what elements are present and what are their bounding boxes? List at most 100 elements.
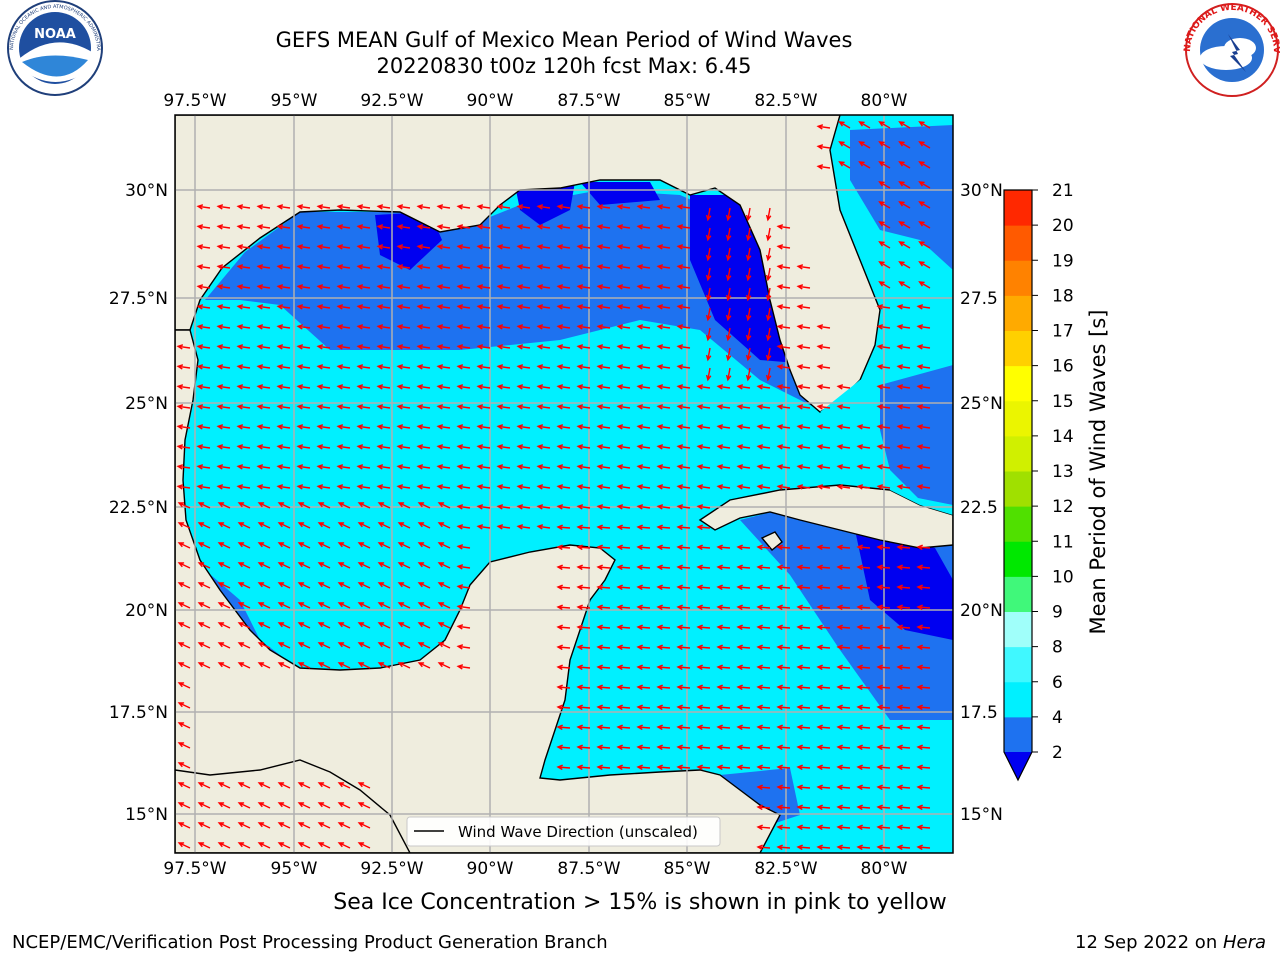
wave-direction-arrow [456, 524, 471, 530]
wave-direction-arrow [616, 344, 631, 350]
wave-direction-arrow [416, 464, 431, 470]
wave-direction-arrow [856, 784, 871, 791]
wave-direction-arrow [396, 284, 411, 290]
wave-direction-arrow [736, 684, 751, 691]
wave-direction-arrow [476, 284, 491, 290]
wave-direction-arrow [456, 364, 471, 370]
wave-direction-arrow [336, 284, 351, 290]
wave-direction-arrow [217, 662, 231, 669]
wave-direction-arrow [765, 247, 772, 262]
wave-direction-arrow [776, 804, 791, 811]
wave-direction-arrow [256, 244, 271, 250]
wave-direction-arrow [176, 404, 191, 410]
wave-direction-arrow [776, 244, 791, 250]
wave-direction-arrow [336, 364, 351, 370]
wave-direction-arrow [496, 304, 511, 310]
wave-direction-arrow [576, 584, 591, 591]
wave-direction-arrow [898, 121, 911, 129]
wave-direction-arrow [357, 782, 371, 789]
wave-direction-arrow [745, 347, 752, 362]
wave-direction-arrow [765, 287, 772, 302]
wave-direction-arrow [576, 444, 591, 450]
wave-direction-arrow [516, 504, 531, 510]
wave-direction-arrow [836, 404, 851, 410]
wave-direction-arrow [397, 642, 411, 649]
wave-direction-arrow [376, 244, 391, 250]
wave-direction-arrow [816, 424, 831, 430]
wave-direction-arrow [556, 304, 571, 310]
wave-direction-arrow [656, 264, 671, 270]
wave-direction-arrow [796, 384, 811, 390]
wave-direction-arrow [197, 642, 211, 649]
wave-direction-arrow [736, 624, 751, 631]
wave-direction-arrow [796, 704, 811, 711]
wave-direction-arrow [197, 502, 211, 509]
wave-direction-arrow [876, 684, 891, 691]
wave-direction-arrow [736, 564, 751, 571]
wave-direction-arrow [676, 404, 691, 410]
wave-direction-arrow [876, 664, 891, 671]
wave-direction-arrow [916, 384, 931, 390]
wave-direction-arrow [656, 504, 671, 510]
wave-direction-arrow [616, 464, 631, 470]
lon-label-bottom: 85°W [664, 859, 711, 879]
wave-direction-arrow [416, 224, 431, 230]
wave-direction-arrow [596, 724, 611, 731]
wave-direction-arrow [376, 404, 391, 410]
wave-direction-arrow [196, 284, 211, 290]
wave-direction-arrow [396, 404, 411, 410]
wave-direction-arrow [756, 824, 771, 831]
wave-direction-arrow [836, 644, 851, 651]
wave-direction-arrow [705, 247, 712, 262]
wave-direction-arrow [237, 602, 251, 609]
wave-direction-arrow [516, 424, 531, 430]
wave-direction-arrow [437, 562, 451, 569]
wave-direction-arrow [277, 542, 291, 549]
wave-direction-arrow [705, 307, 712, 322]
wave-direction-arrow [776, 424, 791, 430]
colorbar-segment [1004, 716, 1032, 753]
lat-label-right: 17.5 [960, 703, 998, 723]
wave-direction-arrow [916, 364, 931, 370]
wave-direction-arrow [396, 324, 411, 330]
wave-direction-arrow [856, 544, 871, 551]
colorbar-tick-label: 16 [1052, 357, 1074, 377]
wave-direction-arrow [356, 404, 371, 410]
wave-direction-arrow [776, 724, 791, 731]
wave-direction-arrow [196, 464, 211, 470]
wave-direction-arrow [616, 364, 631, 370]
wave-direction-arrow [796, 324, 811, 330]
wave-direction-arrow [796, 444, 811, 450]
wave-direction-arrow [556, 284, 571, 290]
wave-direction-arrow [676, 764, 691, 771]
wave-direction-arrow [656, 544, 671, 551]
colorbar-tick-label: 12 [1052, 497, 1074, 517]
wave-direction-arrow [716, 644, 731, 651]
wave-direction-arrow [616, 324, 631, 330]
wave-direction-arrow [736, 604, 751, 611]
wave-direction-arrow [237, 522, 251, 529]
wave-direction-arrow [896, 444, 911, 450]
wave-direction-arrow [396, 264, 411, 270]
wave-direction-arrow [437, 642, 451, 649]
wave-direction-arrow [856, 724, 871, 731]
wave-direction-arrow [836, 844, 851, 851]
wave-direction-arrow [536, 444, 551, 450]
wave-direction-arrow [596, 644, 611, 651]
lat-label-left: 22.5°N [109, 498, 168, 518]
wave-direction-arrow [256, 404, 271, 410]
wave-direction-arrow [696, 544, 711, 551]
wave-direction-arrow [496, 404, 511, 410]
wave-direction-arrow [916, 764, 931, 771]
colorbar-segment [1004, 295, 1032, 331]
wave-direction-arrow [916, 424, 931, 430]
wave-direction-arrow [416, 344, 431, 350]
wave-direction-arrow [416, 364, 431, 370]
wave-direction-arrow [357, 662, 371, 669]
wave-direction-arrow [337, 622, 351, 629]
wave-direction-arrow [596, 444, 611, 450]
wave-direction-arrow [436, 364, 451, 370]
wave-direction-arrow [676, 444, 691, 450]
wave-direction-arrow [636, 424, 651, 430]
wave-direction-arrow [856, 824, 871, 831]
